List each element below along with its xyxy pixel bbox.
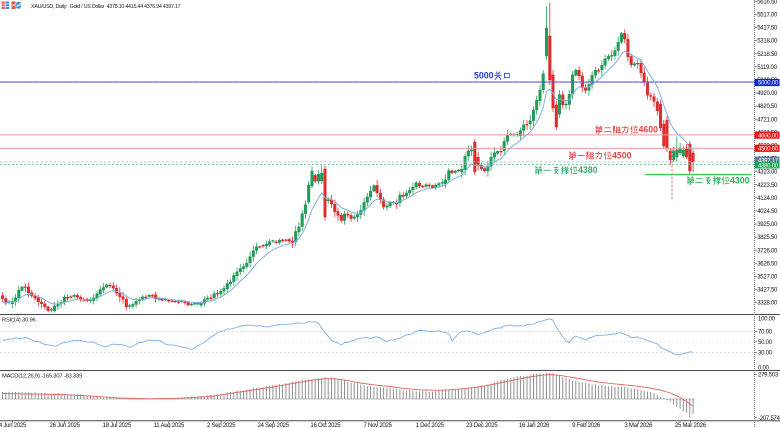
svg-text:RSI(14) 30.96: RSI(14) 30.96 — [2, 318, 36, 324]
svg-text:3825.50: 3825.50 — [757, 235, 778, 241]
svg-text:70.00: 70.00 — [758, 330, 773, 336]
svg-text:5318.00: 5318.00 — [757, 39, 778, 45]
svg-text:279.503: 279.503 — [758, 372, 779, 378]
svg-text:3 Mar 2026: 3 Mar 2026 — [624, 423, 653, 428]
svg-text:4397.17: 4397.17 — [758, 158, 779, 164]
svg-text:3726.00: 3726.00 — [757, 248, 778, 254]
svg-text:16 Jan 2026: 16 Jan 2026 — [519, 423, 550, 428]
svg-text:4500.00: 4500.00 — [758, 147, 779, 153]
svg-text:7 Nov 2025: 7 Nov 2025 — [363, 423, 392, 428]
svg-text:-207.574: -207.574 — [758, 416, 780, 422]
svg-text:3427.50: 3427.50 — [757, 288, 778, 294]
svg-text:100.00: 100.00 — [758, 316, 776, 322]
svg-text:4380.00: 4380.00 — [758, 164, 779, 170]
svg-text:3626.50: 3626.50 — [757, 261, 778, 267]
svg-text:5000: 5000 — [474, 71, 494, 81]
svg-text:4920.00: 4920.00 — [757, 91, 778, 97]
svg-text:MACD(12,26,9) -165.307 -83.339: MACD(12,26,9) -165.307 -83.339 — [2, 374, 82, 380]
svg-text:4323.00: 4323.00 — [757, 170, 778, 176]
svg-text:4600: 4600 — [639, 125, 659, 135]
svg-text:5616.50: 5616.50 — [757, 0, 778, 5]
svg-text:5000.00: 5000.00 — [758, 81, 779, 87]
svg-text:4300: 4300 — [730, 175, 750, 185]
svg-text:9 Feb 2026: 9 Feb 2026 — [572, 423, 601, 428]
svg-text:4380: 4380 — [578, 165, 598, 175]
svg-text:4500: 4500 — [612, 150, 632, 160]
svg-text:4721.00: 4721.00 — [757, 117, 778, 123]
svg-text:26 Jun 2025: 26 Jun 2025 — [50, 423, 81, 428]
svg-text:23 Dec 2025: 23 Dec 2025 — [466, 423, 498, 428]
svg-text:25 Mar 2026: 25 Mar 2026 — [675, 423, 707, 428]
svg-text:4 Jun 2025: 4 Jun 2025 — [0, 423, 27, 428]
svg-text:30.00: 30.00 — [758, 351, 773, 357]
svg-text:5218.50: 5218.50 — [757, 52, 778, 58]
svg-text:5517.00: 5517.00 — [757, 13, 778, 19]
svg-text:XAU/USD, Daily: Gold / US Dol: XAU/USD, Daily: Gold / US Dollar 4378.10… — [31, 4, 181, 10]
svg-text:3328.00: 3328.00 — [757, 301, 778, 307]
svg-text:11 Aug 2025: 11 Aug 2025 — [154, 423, 185, 428]
svg-text:4820.50: 4820.50 — [757, 104, 778, 110]
svg-text:0.00: 0.00 — [758, 366, 770, 372]
svg-text:50.00: 50.00 — [758, 340, 773, 346]
svg-text:24 Sep 2025: 24 Sep 2025 — [258, 423, 290, 428]
svg-text:1 Dec 2025: 1 Dec 2025 — [416, 423, 445, 428]
svg-text:5119.00: 5119.00 — [757, 65, 777, 71]
svg-text:3925.00: 3925.00 — [757, 222, 778, 228]
svg-text:5417.50: 5417.50 — [757, 26, 778, 32]
svg-text:4124.00: 4124.00 — [757, 196, 778, 202]
svg-text:4223.50: 4223.50 — [757, 183, 778, 189]
svg-text:3527.00: 3527.00 — [757, 275, 778, 281]
svg-text:4600.00: 4600.00 — [758, 133, 779, 139]
svg-text:4024.50: 4024.50 — [757, 209, 778, 215]
svg-text:2 Sep 2025: 2 Sep 2025 — [207, 423, 236, 428]
svg-text:18 Jul 2025: 18 Jul 2025 — [103, 423, 132, 428]
svg-text:16 Oct 2025: 16 Oct 2025 — [310, 423, 341, 428]
